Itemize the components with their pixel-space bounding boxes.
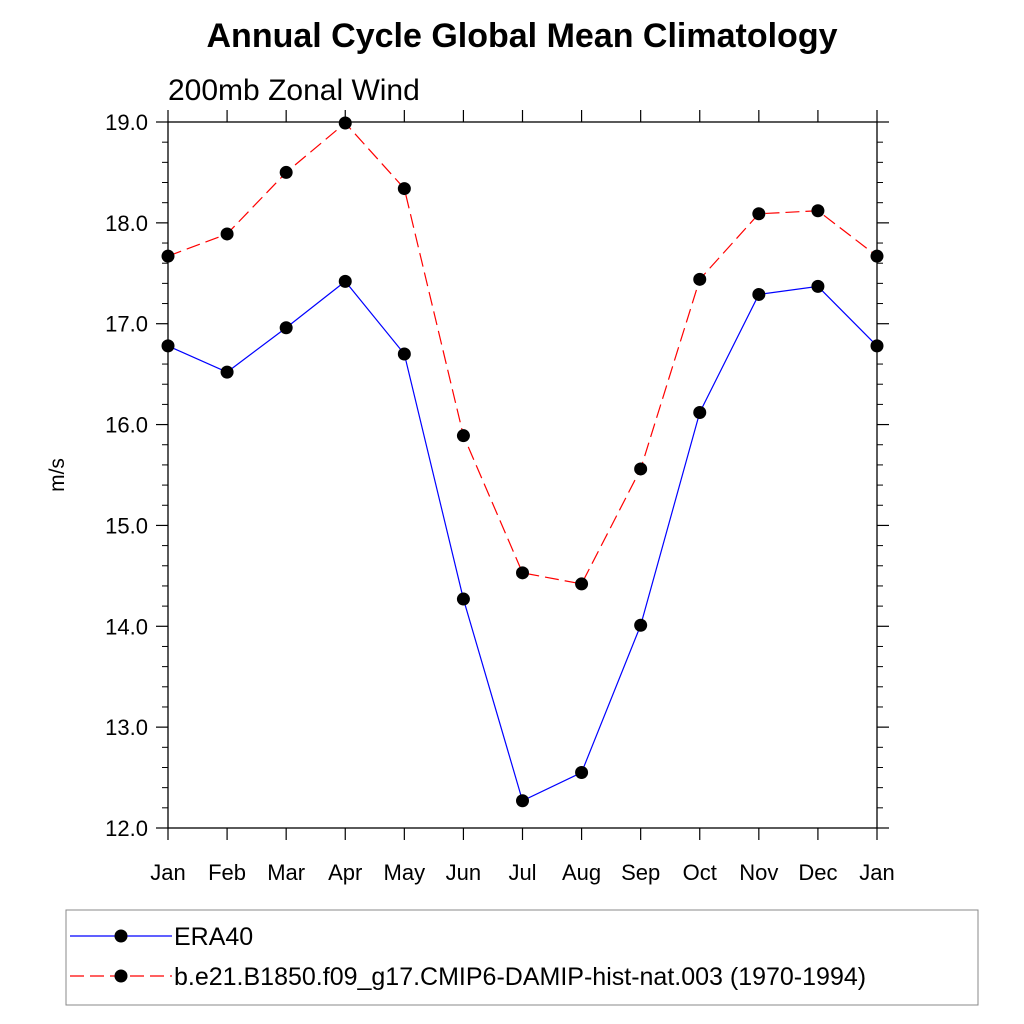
y-tick-label: 17.0: [105, 312, 148, 337]
legend-item: b.e21.B1850.f09_g17.CMIP6-DAMIP-hist-nat…: [70, 963, 866, 991]
x-tick-label: May: [384, 860, 426, 885]
data-point: [220, 365, 234, 379]
data-point: [870, 249, 884, 263]
data-point: [634, 618, 648, 632]
data-point: [811, 279, 825, 293]
data-point: [634, 462, 648, 476]
x-tick-label: Oct: [683, 860, 717, 885]
data-point: [456, 429, 470, 443]
x-tick-label: Dec: [798, 860, 837, 885]
y-tick-label: 12.0: [105, 816, 148, 841]
x-tick-label: Jun: [446, 860, 481, 885]
series-line: [167, 122, 878, 585]
y-tick-label: 16.0: [105, 413, 148, 438]
x-tick-label: Mar: [267, 860, 305, 885]
data-point: [338, 116, 352, 130]
data-point: [516, 794, 529, 808]
data-point: [811, 204, 825, 218]
data-point: [456, 592, 470, 606]
x-tick-label: Jul: [508, 860, 536, 885]
data-point: [870, 339, 884, 353]
data-point: [338, 274, 352, 288]
x-tick-label: Aug: [562, 860, 601, 885]
data-series: [161, 116, 884, 808]
x-tick-label: Nov: [739, 860, 778, 885]
y-axis-label: m/s: [46, 458, 69, 492]
y-tick-label: 13.0: [105, 715, 148, 740]
x-tick-label: Sep: [621, 860, 660, 885]
series-line: [167, 280, 878, 802]
data-point: [752, 287, 766, 301]
data-point: [397, 347, 411, 361]
y-tick-label: 14.0: [105, 614, 148, 639]
data-point: [752, 207, 766, 221]
data-point: [279, 165, 293, 179]
legend-box: [65, 909, 979, 1006]
data-point: [397, 182, 411, 196]
series-1: [161, 274, 884, 808]
x-tick-label: Jan: [859, 860, 894, 885]
plot-frame: [167, 121, 878, 829]
legend-marker: [114, 969, 128, 983]
y-tick-label: 19.0: [105, 110, 148, 135]
data-point: [693, 272, 707, 286]
y-tick-label: 15.0: [105, 513, 148, 538]
data-point: [693, 405, 707, 419]
data-point: [575, 577, 589, 591]
x-tick-label: Apr: [328, 860, 362, 885]
data-point: [161, 249, 175, 263]
legend-label: b.e21.B1850.f09_g17.CMIP6-DAMIP-hist-nat…: [174, 963, 866, 991]
x-tick-label: Feb: [208, 860, 246, 885]
legend-label: ERA40: [174, 923, 253, 951]
chart-title: Annual Cycle Global Mean Climatology: [207, 17, 838, 55]
data-point: [575, 766, 589, 780]
series-2: [161, 116, 884, 591]
plot-area-border: [167, 121, 878, 829]
axis-ticks: 12.0 13.0 14.0 15.0 16.0 17.0 18.0 19.0 Jan Feb Ma…: [105, 110, 895, 885]
chart-subtitle: 200mb Zonal Wind: [168, 74, 420, 107]
y-tick-label: 18.0: [105, 211, 148, 236]
legend-item: ERA40: [70, 923, 253, 951]
data-point: [279, 321, 293, 335]
legend-marker: [114, 929, 128, 943]
data-point: [516, 566, 529, 580]
data-point: [220, 227, 234, 241]
x-tick-label: Jan: [150, 860, 185, 885]
legend: ERA40 b.e21.B1850.f09_g17.CMIP6-DAMIP-his…: [65, 909, 979, 1006]
data-point: [161, 339, 175, 353]
